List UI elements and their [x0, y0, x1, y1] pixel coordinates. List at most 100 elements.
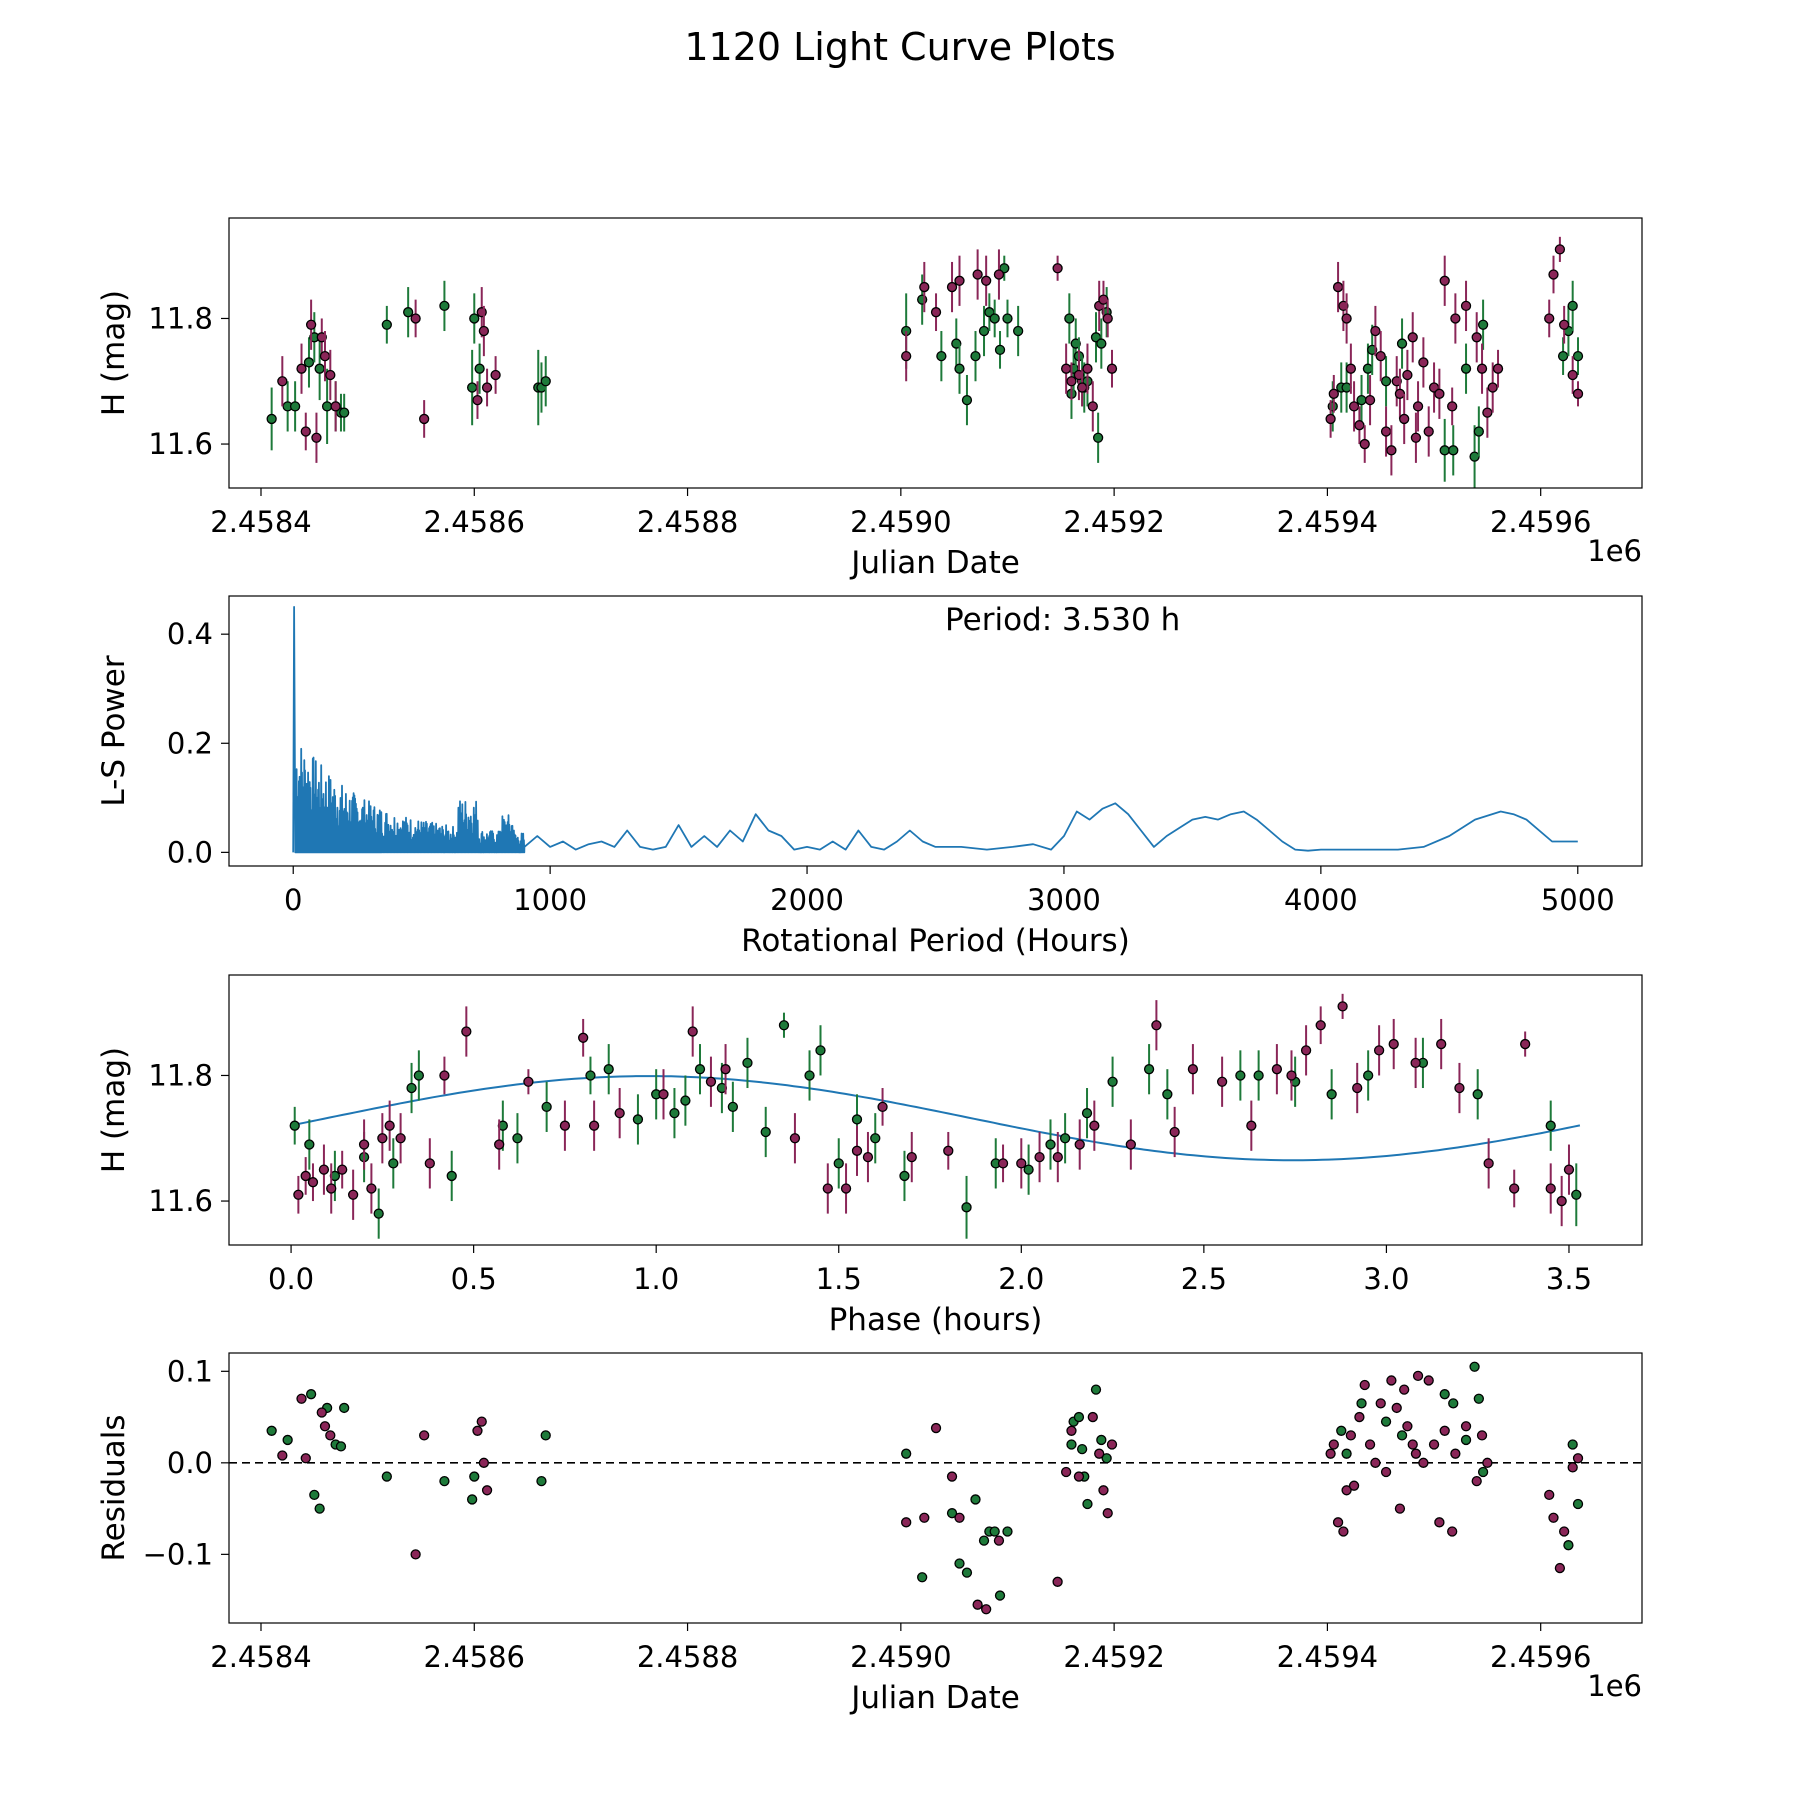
data-point-maroon	[687, 1026, 698, 1037]
data-point-maroon	[1556, 1195, 1567, 1207]
data-point-green	[403, 307, 414, 318]
x-tick-label: 3000	[1027, 883, 1101, 917]
data-point-maroon	[1102, 313, 1113, 324]
data-point-maroon	[1341, 313, 1352, 324]
data-point-maroon	[439, 1070, 450, 1081]
data-point-maroon	[578, 1032, 589, 1043]
data-point-maroon	[1325, 413, 1336, 425]
data-point-maroon	[1106, 363, 1118, 374]
data-point-maroon	[705, 1076, 717, 1087]
x-tick-label: 2.4594	[1277, 505, 1378, 539]
x-tick-label: 2.4586	[424, 1640, 525, 1674]
data-point-maroon	[319, 1421, 331, 1432]
data-point-green	[1064, 313, 1075, 324]
data-point-maroon	[1439, 1425, 1450, 1436]
data-point-maroon	[419, 1430, 430, 1441]
data-point-green	[870, 1133, 881, 1144]
data-point-maroon	[946, 281, 958, 293]
x-tick-label: 1.5	[816, 1262, 862, 1296]
data-point-green	[1460, 363, 1472, 374]
data-point-maroon	[424, 1158, 435, 1169]
data-point-maroon	[993, 269, 1005, 280]
data-point-green	[1545, 1120, 1556, 1131]
data-point-green	[388, 1158, 399, 1169]
data-point-green	[989, 313, 1000, 324]
data-point-maroon	[1412, 1370, 1424, 1382]
data-point-green	[1143, 1064, 1155, 1075]
data-point-green	[266, 1425, 277, 1436]
data-point-maroon	[1450, 1448, 1461, 1459]
data-point-maroon	[1388, 1038, 1399, 1050]
data-point-maroon	[1567, 369, 1578, 381]
data-point-maroon	[1364, 394, 1376, 406]
x-axis-label: Julian Date	[849, 1680, 1020, 1716]
x-tick-label: 2.4588	[637, 1640, 738, 1674]
data-point-maroon	[1471, 332, 1482, 343]
data-point-maroon	[1052, 263, 1063, 274]
data-point-green	[1473, 426, 1484, 437]
data-point-maroon	[1359, 438, 1370, 450]
data-point-green	[1253, 1070, 1264, 1081]
data-point-maroon	[1410, 432, 1422, 443]
x-tick-label: 2.4588	[637, 505, 738, 539]
x-axis-label: Rotational Period (Hours)	[741, 923, 1130, 959]
data-point-maroon	[1341, 1485, 1352, 1496]
data-point-maroon	[330, 401, 341, 412]
data-point-maroon	[1087, 1411, 1098, 1423]
data-point-green	[1012, 325, 1024, 337]
data-point-maroon	[1102, 1508, 1113, 1519]
data-point-green	[303, 357, 315, 368]
data-point-green	[954, 1558, 965, 1569]
data-point-green	[289, 401, 301, 412]
data-point-maroon	[1354, 1411, 1365, 1423]
y-tick-label: 0.1	[167, 1354, 213, 1388]
data-point-green	[540, 376, 551, 387]
data-point-maroon	[1370, 1457, 1381, 1468]
data-point-maroon	[300, 426, 311, 437]
data-point-green	[851, 1114, 863, 1125]
data-point-green	[540, 1430, 551, 1441]
x-tick-label: 0	[284, 883, 302, 917]
data-point-maroon	[1060, 363, 1072, 374]
x-tick-label: 5000	[1541, 883, 1615, 917]
data-point-green	[1023, 1164, 1034, 1175]
data-point-maroon	[1418, 1457, 1429, 1468]
data-point-green	[1356, 1398, 1367, 1409]
data-point-maroon	[1380, 1466, 1392, 1478]
data-point-maroon	[1370, 325, 1381, 337]
data-point-green	[632, 1114, 644, 1125]
data-point-green	[1563, 1540, 1574, 1551]
data-point-maroon	[1402, 369, 1413, 381]
data-point-maroon	[384, 1120, 395, 1131]
data-point-maroon	[1423, 1375, 1434, 1386]
data-point-maroon	[1187, 1064, 1199, 1075]
data-point-maroon	[1428, 1439, 1440, 1450]
data-point-green	[541, 1101, 552, 1113]
data-point-maroon	[319, 350, 331, 362]
light-curve-panel: 2.4584 2.4586 2.4588 2.4590 2.4592 2.4594 2.45…	[96, 217, 1643, 581]
periodogram-panel: 0 1000 2000 3000 4000 5000 0.0 0.2 0.4 Rotational…	[96, 595, 1643, 959]
data-point-maroon	[1394, 1503, 1406, 1514]
data-point-green	[970, 1494, 981, 1505]
data-point-maroon	[997, 1158, 1009, 1169]
data-point-green	[961, 394, 973, 406]
data-point-maroon	[296, 1393, 307, 1404]
data-point-green	[289, 1120, 300, 1131]
data-point-maroon	[316, 1407, 327, 1418]
data-point-green	[466, 1494, 478, 1505]
x-tick-label: 2000	[770, 883, 844, 917]
data-point-green	[1477, 319, 1489, 330]
data-point-maroon	[419, 413, 430, 425]
data-point-maroon	[1332, 1517, 1344, 1528]
data-point-maroon	[478, 1457, 490, 1468]
data-point-maroon	[476, 1416, 487, 1427]
data-point-green	[1076, 1443, 1088, 1455]
data-point-maroon	[1345, 1430, 1357, 1441]
y-tick-label: 0.4	[167, 617, 213, 651]
data-point-maroon	[1016, 1158, 1027, 1169]
data-point-maroon	[305, 319, 317, 330]
data-point-green	[373, 1208, 384, 1219]
data-point-maroon	[1375, 1398, 1386, 1409]
data-point-maroon	[481, 382, 493, 393]
data-point-maroon	[1089, 1120, 1100, 1131]
